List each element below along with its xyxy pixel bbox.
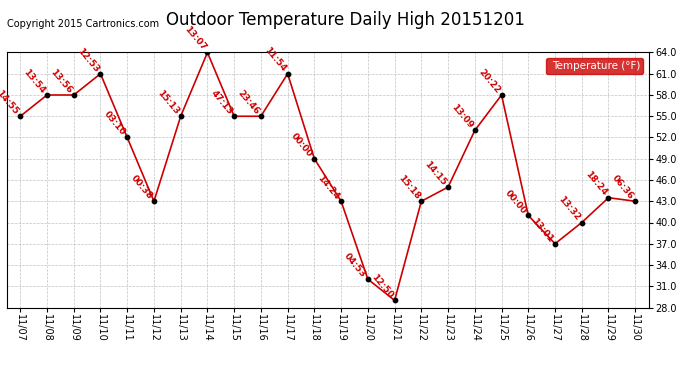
Text: 14:55: 14:55 bbox=[0, 88, 20, 116]
Point bbox=[309, 156, 320, 162]
Text: 14:15: 14:15 bbox=[423, 159, 448, 187]
Point bbox=[442, 184, 453, 190]
Text: 11:54: 11:54 bbox=[262, 46, 288, 74]
Point bbox=[175, 113, 186, 119]
Text: 13:09: 13:09 bbox=[449, 103, 475, 130]
Point bbox=[362, 276, 373, 282]
Text: 47:13: 47:13 bbox=[208, 88, 234, 116]
Text: Outdoor Temperature Daily High 20151201: Outdoor Temperature Daily High 20151201 bbox=[166, 11, 524, 29]
Text: 04:53: 04:53 bbox=[342, 252, 368, 279]
Text: 14:24: 14:24 bbox=[315, 173, 341, 201]
Text: 15:13: 15:13 bbox=[155, 88, 181, 116]
Text: 13:56: 13:56 bbox=[48, 67, 74, 95]
Point bbox=[41, 92, 52, 98]
Point bbox=[282, 71, 293, 77]
Point bbox=[389, 297, 400, 303]
Text: 00:00: 00:00 bbox=[289, 131, 315, 159]
Point bbox=[469, 128, 480, 134]
Point bbox=[202, 50, 213, 55]
Point bbox=[95, 71, 106, 77]
Point bbox=[228, 113, 239, 119]
Legend: Temperature (°F): Temperature (°F) bbox=[546, 58, 643, 74]
Point bbox=[630, 198, 641, 204]
Point bbox=[523, 212, 534, 218]
Text: 13:54: 13:54 bbox=[21, 67, 47, 95]
Point bbox=[121, 135, 132, 141]
Point bbox=[68, 92, 79, 98]
Point bbox=[603, 195, 614, 201]
Text: 06:36: 06:36 bbox=[610, 174, 635, 201]
Text: 12:50: 12:50 bbox=[369, 273, 395, 300]
Point bbox=[549, 241, 560, 247]
Point bbox=[496, 92, 507, 98]
Point bbox=[148, 198, 159, 204]
Text: 23:46: 23:46 bbox=[235, 88, 261, 116]
Point bbox=[14, 113, 26, 119]
Text: 18:24: 18:24 bbox=[583, 170, 609, 198]
Text: 12:53: 12:53 bbox=[75, 46, 101, 74]
Text: 13:32: 13:32 bbox=[556, 195, 582, 222]
Text: 00:00: 00:00 bbox=[503, 188, 529, 215]
Text: 15:18: 15:18 bbox=[396, 174, 422, 201]
Text: 13:07: 13:07 bbox=[182, 25, 208, 52]
Point bbox=[576, 219, 587, 225]
Point bbox=[335, 198, 346, 204]
Text: 20:22: 20:22 bbox=[476, 68, 502, 95]
Text: Copyright 2015 Cartronics.com: Copyright 2015 Cartronics.com bbox=[7, 19, 159, 29]
Point bbox=[416, 198, 427, 204]
Text: 03:10: 03:10 bbox=[102, 110, 127, 138]
Point bbox=[255, 113, 266, 119]
Text: 13:01: 13:01 bbox=[530, 216, 555, 244]
Text: 00:38: 00:38 bbox=[129, 174, 154, 201]
